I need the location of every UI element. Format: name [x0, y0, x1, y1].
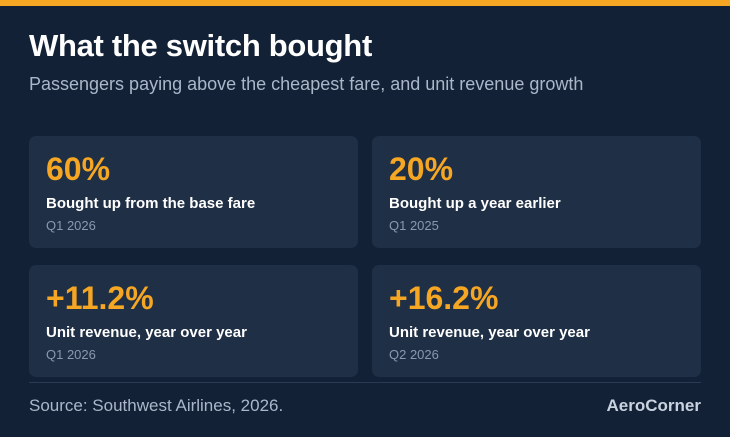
stat-value: 20%	[389, 151, 454, 187]
stat-period: Q1 2026	[46, 347, 96, 362]
accent-top-bar	[0, 0, 730, 6]
stat-period: Q1 2025	[389, 218, 439, 233]
page-title: What the switch bought	[29, 28, 372, 63]
stat-label: Bought up a year earlier	[389, 195, 561, 212]
stat-period: Q1 2026	[46, 218, 96, 233]
source-note: Source: Southwest Airlines, 2026.	[29, 396, 284, 415]
stat-value: 60%	[46, 151, 111, 187]
page-subtitle: Passengers paying above the cheapest far…	[29, 74, 584, 94]
stat-value: +16.2%	[389, 280, 499, 316]
stat-period: Q2 2026	[389, 347, 439, 362]
stat-value: +11.2%	[46, 280, 154, 316]
stat-label: Unit revenue, year over year	[389, 324, 590, 341]
stat-card: 60% Bought up from the base fare Q1 2026	[29, 136, 358, 248]
stat-card: +16.2% Unit revenue, year over year Q2 2…	[372, 265, 701, 377]
stat-card: 20% Bought up a year earlier Q1 2025	[372, 136, 701, 248]
stat-label: Unit revenue, year over year	[46, 324, 247, 341]
footer-divider	[29, 382, 701, 383]
stat-card: +11.2% Unit revenue, year over year Q1 2…	[29, 265, 358, 377]
brand-logo: AeroCorner	[606, 396, 701, 415]
stat-label: Bought up from the base fare	[46, 195, 256, 212]
